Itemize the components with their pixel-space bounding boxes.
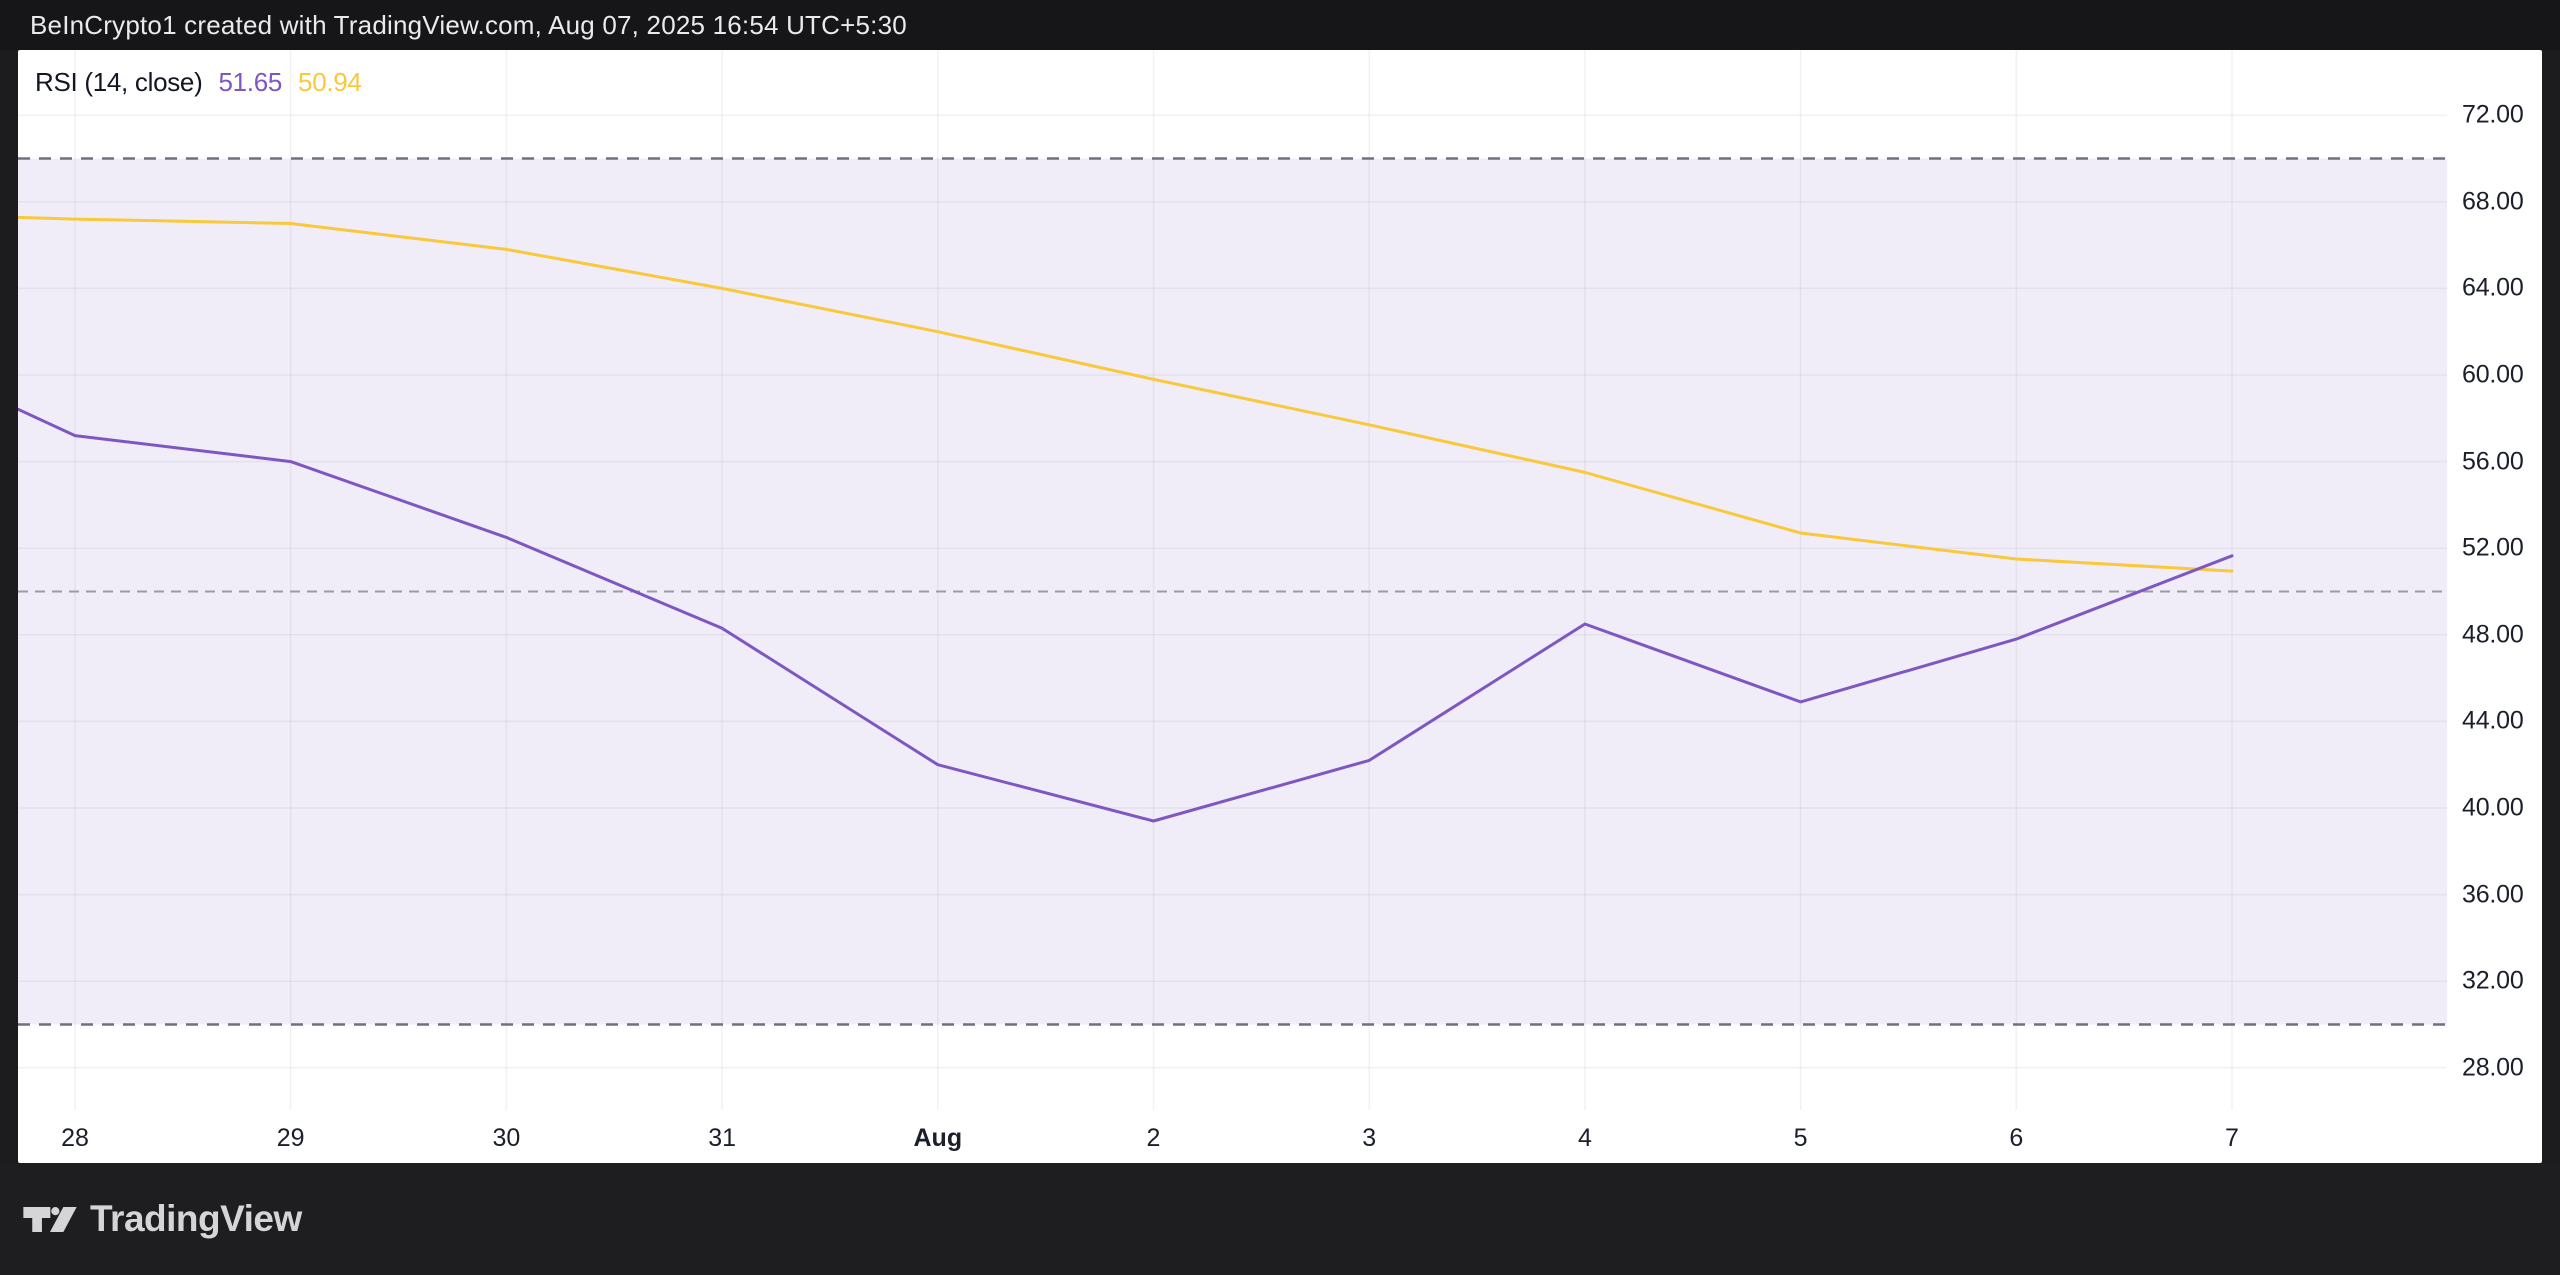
indicator-title: RSI (14, close): [35, 66, 203, 97]
y-tick-label: 60.00: [2462, 360, 2524, 389]
rsi-value: 51.65: [218, 66, 283, 97]
attribution-text: BeInCrypto1 created with TradingView.com…: [30, 9, 907, 40]
y-tick-label: 28.00: [2462, 1053, 2524, 1082]
y-tick-label: 36.00: [2462, 880, 2524, 909]
x-tick-label: 3: [1362, 1124, 1377, 1152]
x-tick-label: 28: [61, 1124, 89, 1152]
y-tick-label: 64.00: [2462, 273, 2524, 302]
indicator-legend: RSI (14, close) 51.65 50.94: [35, 64, 362, 100]
x-tick-label: 31: [708, 1124, 736, 1152]
top-attribution-bar: BeInCrypto1 created with TradingView.com…: [0, 0, 2560, 50]
ma-line: [18, 215, 2234, 573]
y-tick-label: 56.00: [2462, 447, 2524, 476]
footer-bar: TradingView: [0, 1163, 2560, 1275]
x-tick-label: 4: [1577, 1124, 1592, 1152]
y-tick-label: 44.00: [2462, 706, 2524, 735]
x-tick-label: 2: [1146, 1124, 1161, 1152]
y-tick-label: 72.00: [2462, 100, 2524, 129]
x-tick-label: 29: [276, 1124, 305, 1152]
y-tick-label: 48.00: [2462, 620, 2524, 649]
x-tick-label: Aug: [913, 1124, 963, 1152]
y-tick-label: 32.00: [2462, 966, 2524, 995]
x-tick-label: 30: [492, 1124, 521, 1152]
tradingview-logo[interactable]: TradingView: [23, 1198, 302, 1240]
y-tick-label: 52.00: [2462, 533, 2524, 562]
x-tick-label: 7: [2225, 1124, 2239, 1152]
tradingview-brand-text: TradingView: [90, 1198, 302, 1239]
rsi-line: [18, 407, 2234, 823]
tradingview-logo-icon: [23, 1206, 77, 1232]
y-tick-label: 40.00: [2462, 793, 2524, 822]
rsi-chart[interactable]: [18, 50, 2447, 1110]
ma-value: 50.94: [298, 66, 362, 97]
chart-panel: RSI (14, close) 51.65 50.94 72.00 68.00 64…: [18, 50, 2542, 1163]
x-tick-label: 5: [1793, 1124, 1808, 1152]
x-tick-label: 6: [2009, 1124, 2024, 1152]
y-tick-label: 68.00: [2462, 187, 2524, 216]
